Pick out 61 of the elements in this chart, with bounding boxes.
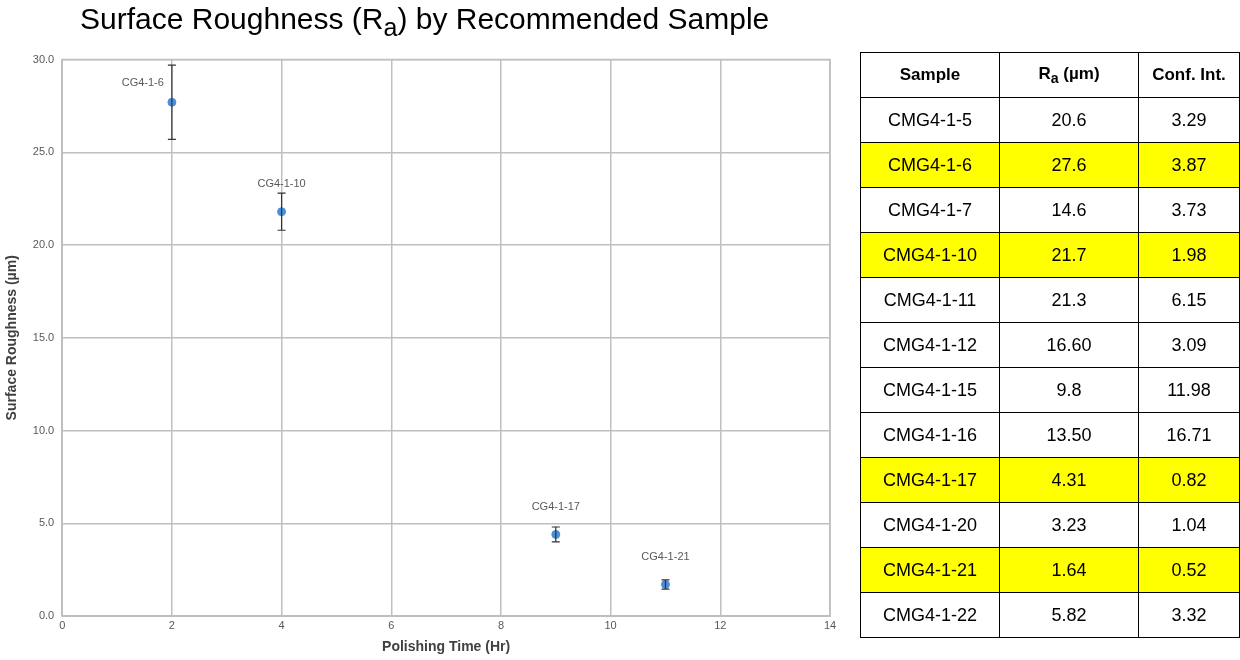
x-tick-label: 10 bbox=[604, 618, 617, 631]
text: CMG4-1-17 bbox=[860, 457, 1000, 503]
text: 16.71 bbox=[1138, 412, 1240, 458]
x-tick-label: 14 bbox=[823, 618, 837, 631]
text: 3.87 bbox=[1138, 142, 1240, 188]
text: 3.32 bbox=[1138, 592, 1240, 638]
text: 1.98 bbox=[1138, 232, 1240, 278]
y-tick-label: 10.0 bbox=[32, 423, 55, 436]
text: CMG4-1-22 bbox=[860, 592, 1000, 638]
text: CMG4-1-16 bbox=[860, 412, 1000, 458]
text: CMG4-1-5 bbox=[860, 97, 1000, 143]
text: 11.98 bbox=[1138, 367, 1240, 413]
x-axis-title: Polishing Time (Hr) bbox=[382, 638, 511, 655]
x-tick-label: 6 bbox=[388, 618, 395, 631]
y-tick-label: 30.0 bbox=[32, 52, 55, 65]
text: CMG4-1-11 bbox=[860, 277, 1000, 323]
text: 4.31 bbox=[999, 457, 1139, 503]
text: 3.29 bbox=[1138, 97, 1240, 143]
text: Conf. Int. bbox=[1138, 52, 1240, 98]
text: 1.64 bbox=[999, 547, 1139, 593]
y-tick-label: 15.0 bbox=[32, 330, 55, 343]
text: 0.52 bbox=[1138, 547, 1240, 593]
text: 14.6 bbox=[999, 187, 1139, 233]
text: R$_{a}$ (µm) bbox=[999, 52, 1139, 98]
text: 20.6 bbox=[999, 97, 1139, 143]
text: 5.82 bbox=[999, 592, 1139, 638]
x-tick-label: 8 bbox=[497, 618, 505, 631]
annotation: CG4-1-21 bbox=[641, 550, 690, 562]
x-tick-label: 12 bbox=[714, 618, 727, 631]
text: 3.23 bbox=[999, 502, 1139, 548]
text: CMG4-1-10 bbox=[860, 232, 1000, 278]
text: 6.15 bbox=[1138, 277, 1240, 323]
text: CMG4-1-15 bbox=[860, 367, 1000, 413]
text: 13.50 bbox=[999, 412, 1139, 458]
text: CMG4-1-7 bbox=[860, 187, 1000, 233]
annotation: CG4-1-10 bbox=[257, 177, 306, 190]
y-tick-label: 0.0 bbox=[38, 609, 55, 622]
text: 9.8 bbox=[999, 367, 1139, 413]
annotation: CG4-1-6 bbox=[121, 75, 164, 88]
x-tick-label: 2 bbox=[168, 618, 175, 631]
y-tick-label: 5.0 bbox=[38, 516, 55, 529]
text: 21.7 bbox=[999, 232, 1139, 278]
text: 0.82 bbox=[1138, 457, 1240, 503]
y-tick-label: 25.0 bbox=[32, 145, 55, 158]
text: 3.09 bbox=[1138, 322, 1240, 368]
chart-title: Surface Roughness (R$_{a}$) by Recommended Sample bbox=[80, 2, 770, 42]
text: CMG4-1-6 bbox=[860, 142, 1000, 188]
annotation: CG4-1-17 bbox=[531, 499, 580, 512]
text: 1.04 bbox=[1138, 502, 1240, 548]
text: CMG4-1-20 bbox=[860, 502, 1000, 548]
text: 16.60 bbox=[999, 322, 1139, 368]
text: CMG4-1-21 bbox=[860, 547, 1000, 593]
text: 27.6 bbox=[999, 142, 1139, 188]
y-axis-title: Surface Roughness (µm) bbox=[3, 255, 20, 421]
y-tick-label: 20.0 bbox=[32, 238, 55, 251]
text: 3.73 bbox=[1138, 187, 1240, 233]
text: Sample bbox=[860, 52, 1000, 98]
text: CMG4-1-12 bbox=[860, 322, 1000, 368]
text: 21.3 bbox=[999, 277, 1139, 323]
x-tick-label: 0 bbox=[59, 618, 66, 631]
x-tick-label: 4 bbox=[278, 618, 285, 631]
